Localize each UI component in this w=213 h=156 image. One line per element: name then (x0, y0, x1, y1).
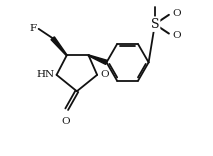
Text: O: O (100, 70, 109, 79)
Text: S: S (151, 18, 159, 31)
Text: HN: HN (36, 70, 54, 79)
Text: O: O (62, 117, 70, 126)
Polygon shape (88, 55, 107, 64)
Text: O: O (172, 9, 181, 18)
Text: O: O (172, 31, 181, 40)
Text: F: F (29, 24, 36, 33)
Polygon shape (51, 37, 67, 56)
